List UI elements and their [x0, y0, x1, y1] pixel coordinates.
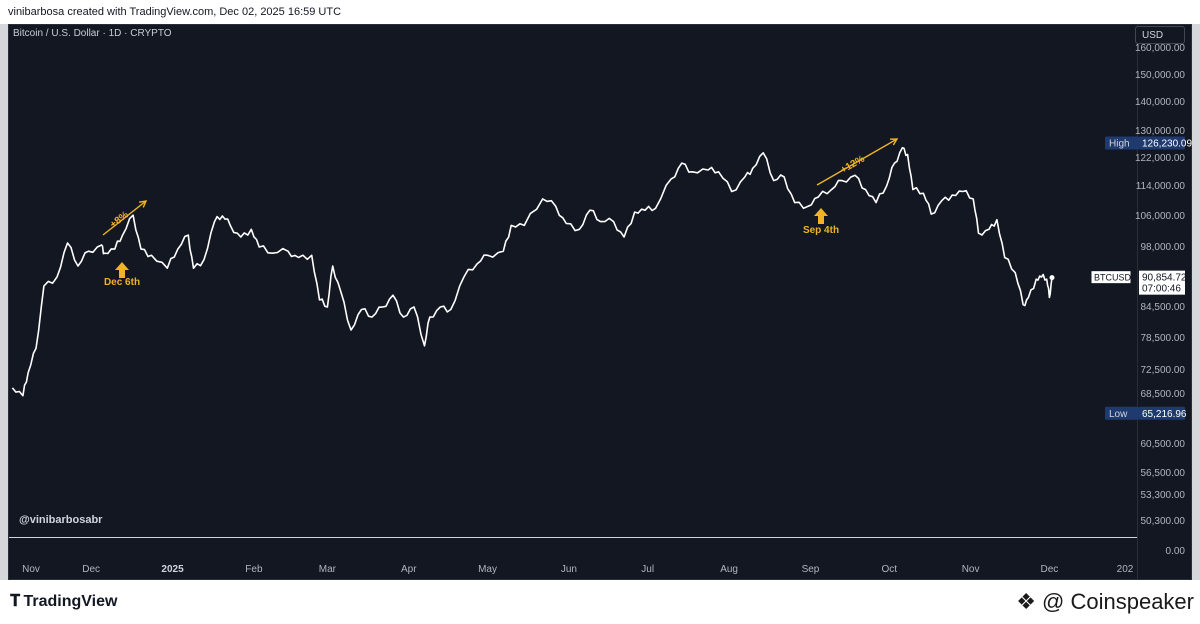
low-badge-label: Low — [1109, 409, 1128, 420]
currency-button[interactable]: USD — [1135, 26, 1185, 44]
high-badge-value-bg — [1139, 136, 1185, 150]
trend-arrow-line — [816, 138, 898, 186]
time-tick-label: Oct — [881, 564, 897, 575]
high-badge-label: High — [1109, 139, 1130, 150]
up-arrow-icon — [814, 208, 828, 224]
time-tick-label: Jun — [561, 564, 577, 575]
price-tick-label: 106,000.00 — [1135, 211, 1185, 222]
chart-frame: Bitcoin / U.S. Dollar · 1D · CRYPTO @vin… — [8, 24, 1192, 581]
time-axis: Nov Dec 2025 Feb Mar Apr May Jun Jul Aug Sep Oct Nov… — [22, 564, 1134, 575]
time-tick-label: Sep — [802, 564, 820, 575]
symbol-legend: Bitcoin / U.S. Dollar · 1D · CRYPTO — [13, 28, 172, 39]
annotation-date-label: Sep 4th — [803, 225, 839, 236]
annotation-layer: Dec 6th +8% Sep 4th +12% — [102, 138, 899, 288]
price-axis-divider — [1137, 25, 1138, 581]
price-tick-label: 68,500.00 — [1141, 389, 1186, 400]
up-arrow-icon — [115, 262, 129, 278]
price-tick-label: 78,500.00 — [1141, 333, 1186, 344]
last-price-bg — [1139, 270, 1185, 295]
last-price-value: 90,854.72 — [1142, 273, 1187, 284]
time-tick-label: 202 — [1117, 564, 1134, 575]
time-tick-label: Aug — [720, 564, 738, 575]
tradingview-mark-icon: 𝐓 — [10, 593, 24, 610]
last-price-dot — [1049, 275, 1055, 281]
coinspeaker-logo: ❖ @ Coinspeaker — [1016, 589, 1194, 615]
price-tick-label: 53,300.00 — [1141, 490, 1186, 501]
last-price-countdown: 07:00:46 — [1142, 284, 1181, 295]
credit-text: vinibarbosa created with TradingView.com… — [8, 6, 342, 18]
coinspeaker-brand-text: @ Coinspeaker — [1042, 589, 1194, 614]
time-tick-label: Nov — [22, 564, 40, 575]
price-tick-label: 56,500.00 — [1141, 468, 1186, 479]
time-tick-label: Nov — [962, 564, 980, 575]
symbol-tag-bg — [1090, 270, 1132, 285]
price-tick-label: 0.00 — [1166, 546, 1186, 557]
trend-percent-label: +8% — [108, 209, 131, 230]
tradingview-logo: 𝐓 TradingView — [10, 593, 117, 611]
low-badge-label-bg — [1105, 406, 1139, 420]
price-tick-label: 160,000.00 — [1135, 43, 1185, 54]
time-tick-label: Dec — [1040, 564, 1058, 575]
btc-price-line — [11, 146, 1053, 397]
annotation-date-label: Dec 6th — [104, 277, 140, 288]
time-tick-label: Feb — [245, 564, 263, 575]
low-badge-value: 65,216.96 — [1142, 409, 1187, 420]
time-axis-divider — [9, 537, 1137, 538]
price-axis: 160,000.00 150,000.00 140,000.00 130,000.00… — [1135, 43, 1185, 557]
price-badges: High 126,230.09 Low 65,216.96 BTCUSD 90,854.7… — [1090, 136, 1192, 420]
time-tick-label: Jul — [641, 564, 654, 575]
time-tick-label: Apr — [401, 564, 417, 575]
price-tick-label: 140,000.00 — [1135, 97, 1185, 108]
price-tick-label: 122,000.00 — [1135, 153, 1185, 164]
price-tick-label: 60,500.00 — [1141, 439, 1186, 450]
price-tick-label: 50,300.00 — [1141, 516, 1186, 527]
price-tick-label: 72,500.00 — [1141, 365, 1186, 376]
author-watermark: @vinibarbosabr — [19, 514, 103, 526]
symbol-tag: BTCUSD — [1094, 273, 1132, 283]
trend-arrow-head-icon — [138, 200, 148, 208]
footer-bar: 𝐓 TradingView ❖ @ Coinspeaker — [0, 580, 1200, 624]
trend-percent-label: +12% — [839, 154, 867, 177]
time-tick-label: 2025 — [161, 564, 184, 575]
high-badge-label-bg — [1105, 136, 1139, 150]
trend-arrow-line — [102, 200, 147, 236]
tradingview-brand-text: TradingView — [23, 593, 118, 610]
price-chart-svg: Dec 6th +8% Sep 4th +12% 160,000.00 150,000.… — [11, 43, 1192, 575]
coinspeaker-diamond-icon: ❖ — [1016, 589, 1043, 614]
low-badge-value-bg — [1139, 406, 1185, 420]
price-tick-label: 84,500.00 — [1141, 302, 1186, 313]
time-tick-label: Mar — [319, 564, 337, 575]
high-badge-value: 126,230.09 — [1142, 139, 1192, 150]
price-tick-label: 114,000.00 — [1136, 181, 1186, 192]
price-tick-label: 130,000.00 — [1135, 126, 1185, 137]
time-tick-label: May — [478, 564, 497, 575]
price-tick-label: 98,000.00 — [1141, 242, 1186, 253]
price-tick-label: 150,000.00 — [1135, 70, 1185, 81]
trend-arrow-head-icon — [889, 138, 899, 146]
time-tick-label: Dec — [82, 564, 100, 575]
top-credit-bar: vinibarbosa created with TradingView.com… — [0, 0, 1200, 24]
